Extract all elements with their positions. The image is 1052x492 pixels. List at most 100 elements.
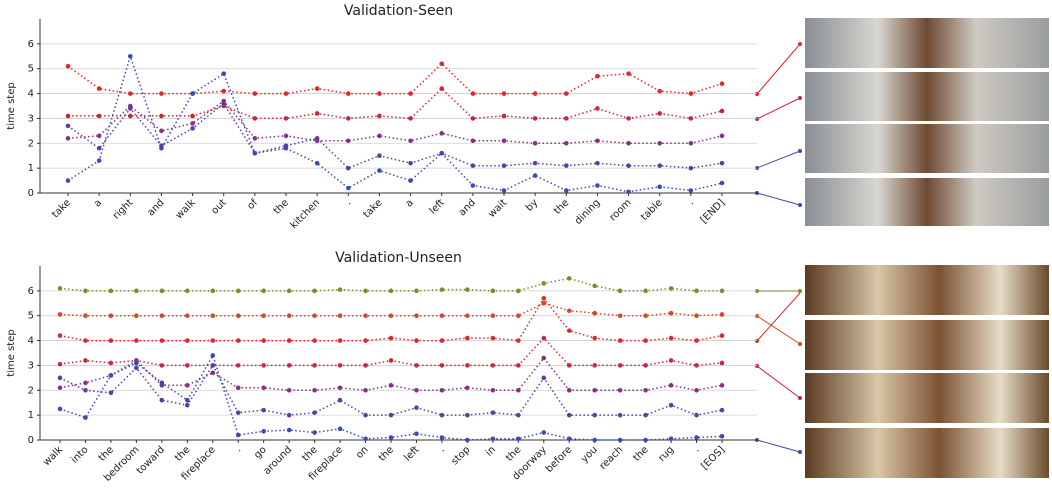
data-point bbox=[96, 145, 102, 151]
x-tick-label: the bbox=[97, 444, 116, 463]
data-point bbox=[159, 113, 164, 119]
data-point bbox=[694, 435, 699, 440]
data-point bbox=[719, 160, 725, 166]
data-point bbox=[57, 385, 63, 391]
data-point bbox=[563, 163, 569, 168]
data-point bbox=[688, 91, 694, 96]
x-tick-label: kitchen bbox=[288, 197, 322, 231]
data-point bbox=[719, 288, 725, 294]
data-point bbox=[261, 363, 266, 368]
data-point bbox=[96, 158, 102, 163]
data-point bbox=[470, 138, 476, 144]
data-point bbox=[688, 140, 694, 146]
data-point bbox=[314, 86, 320, 91]
data-point bbox=[439, 412, 445, 418]
x-tick-label: out bbox=[209, 197, 228, 216]
data-point bbox=[719, 360, 725, 366]
data-point bbox=[668, 402, 674, 408]
data-point bbox=[541, 335, 547, 341]
data-point bbox=[439, 287, 445, 292]
data-point bbox=[286, 412, 292, 418]
data-point bbox=[345, 165, 351, 171]
data-point bbox=[470, 116, 476, 121]
data-point bbox=[592, 412, 597, 418]
data-point bbox=[541, 296, 547, 301]
data-point bbox=[312, 430, 317, 435]
data-point bbox=[235, 385, 241, 391]
data-point bbox=[57, 286, 63, 291]
data-point bbox=[719, 407, 725, 413]
data-point bbox=[566, 387, 572, 393]
data-point bbox=[490, 313, 496, 319]
data-point bbox=[541, 300, 547, 306]
data-point bbox=[439, 363, 445, 368]
data-point bbox=[643, 338, 648, 343]
connector-dot bbox=[798, 289, 802, 293]
y-tick-label: 0 bbox=[28, 188, 34, 199]
data-point bbox=[439, 86, 445, 91]
data-point bbox=[595, 160, 600, 166]
data-point bbox=[668, 310, 674, 316]
x-tick-label: walk bbox=[174, 197, 198, 221]
series-line bbox=[67, 53, 723, 193]
connector bbox=[756, 97, 801, 120]
data-point bbox=[57, 375, 63, 381]
data-point bbox=[516, 387, 521, 393]
data-point bbox=[261, 288, 266, 294]
data-point bbox=[388, 412, 394, 418]
data-point bbox=[127, 91, 133, 96]
data-point bbox=[566, 276, 572, 281]
data-point bbox=[65, 123, 71, 129]
data-point bbox=[235, 410, 241, 415]
series-line bbox=[68, 87, 723, 120]
data-point bbox=[541, 430, 547, 435]
data-point bbox=[159, 380, 165, 386]
data-point bbox=[465, 385, 470, 391]
data-point bbox=[439, 338, 445, 343]
x-tick-label: . bbox=[233, 444, 243, 454]
data-point bbox=[643, 437, 648, 443]
data-point bbox=[643, 412, 648, 418]
data-point bbox=[626, 71, 631, 76]
data-point bbox=[283, 91, 289, 96]
data-point bbox=[595, 73, 600, 79]
data-point bbox=[490, 410, 496, 415]
data-point bbox=[592, 310, 597, 316]
x-tick-label: before bbox=[544, 444, 575, 475]
x-tick-label: take bbox=[361, 197, 384, 220]
y-tick-label: 0 bbox=[28, 435, 34, 446]
data-point bbox=[286, 387, 292, 393]
data-point bbox=[532, 116, 538, 121]
data-point bbox=[465, 412, 470, 418]
data-point bbox=[694, 313, 699, 319]
data-point bbox=[566, 363, 572, 368]
panorama bbox=[805, 373, 1049, 423]
data-point bbox=[668, 436, 674, 442]
data-point bbox=[312, 387, 317, 393]
data-point bbox=[617, 437, 623, 443]
panorama bbox=[805, 178, 1049, 226]
data-point bbox=[566, 436, 572, 442]
data-point bbox=[65, 136, 71, 141]
data-point bbox=[501, 113, 507, 119]
data-point bbox=[626, 189, 631, 195]
data-point bbox=[221, 71, 227, 76]
data-point bbox=[516, 363, 521, 368]
data-point bbox=[134, 288, 139, 294]
x-tick-label: [END] bbox=[699, 197, 728, 226]
data-point bbox=[127, 53, 133, 59]
data-point bbox=[83, 358, 88, 363]
data-point bbox=[532, 173, 538, 178]
y-tick-label: 5 bbox=[28, 311, 34, 322]
data-point bbox=[694, 363, 699, 368]
data-point bbox=[377, 113, 382, 119]
x-tick-label: into bbox=[69, 444, 90, 465]
x-tick-label: a bbox=[404, 197, 416, 209]
data-point bbox=[96, 86, 102, 91]
data-point bbox=[388, 383, 394, 388]
series-line bbox=[67, 62, 723, 95]
x-tick-label: left bbox=[402, 444, 421, 463]
connector-dot bbox=[798, 149, 802, 153]
connector-dot bbox=[755, 117, 759, 121]
data-point bbox=[516, 288, 521, 294]
